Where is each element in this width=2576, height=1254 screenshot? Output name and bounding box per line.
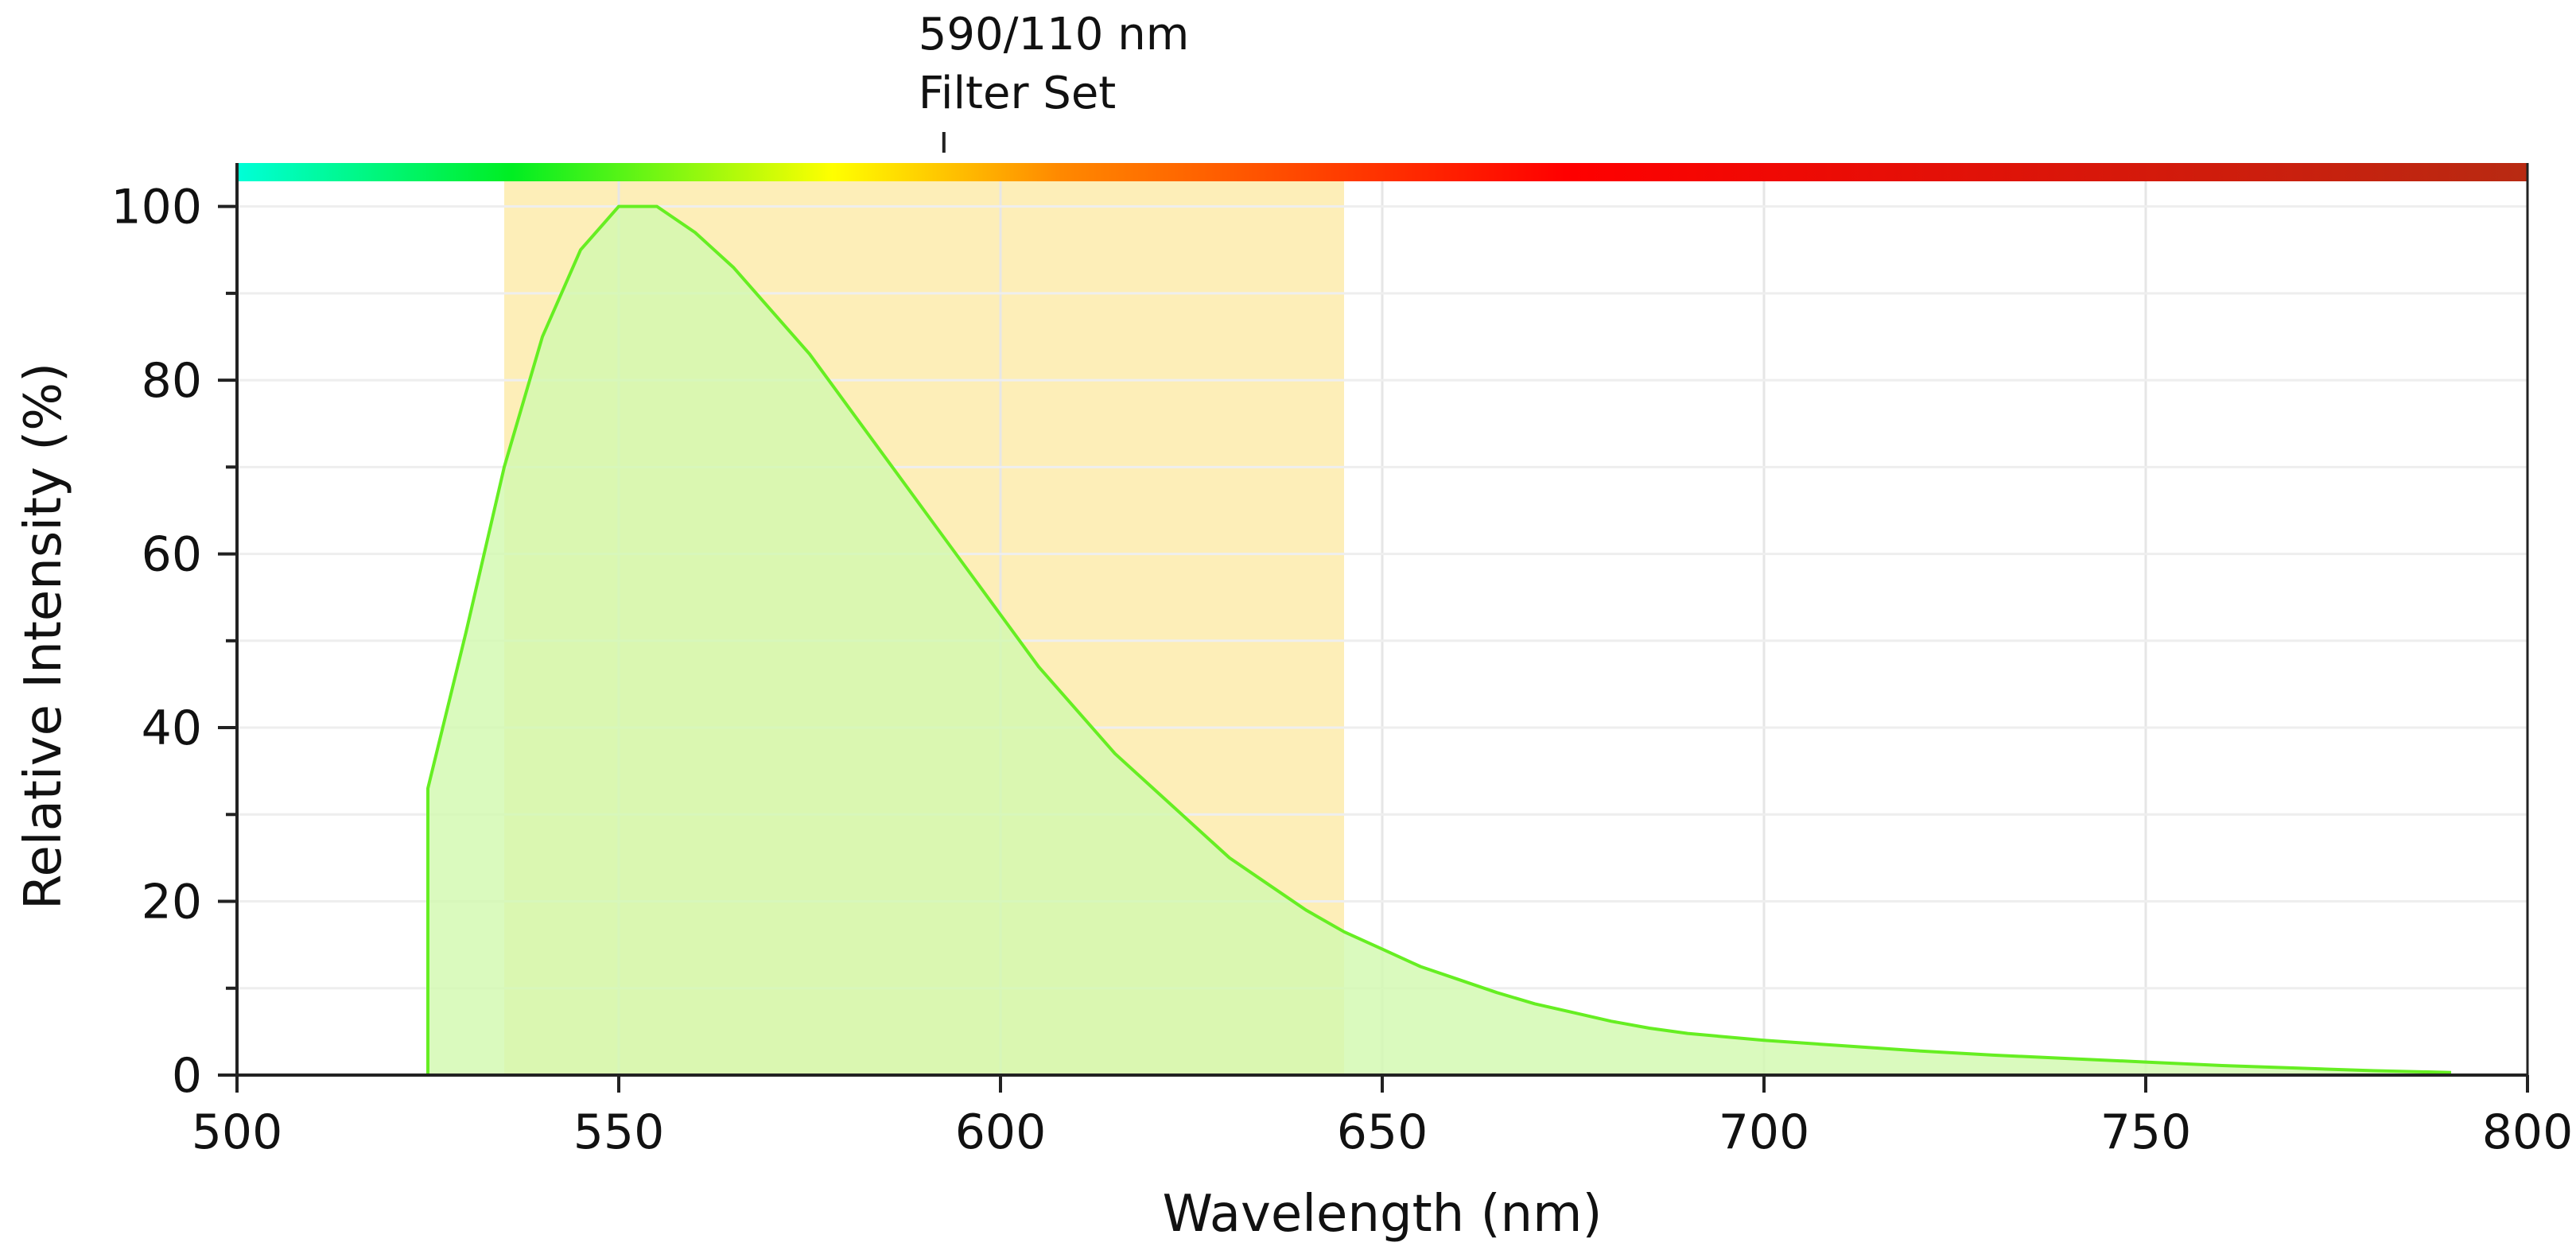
x-tick-label: 750 (2100, 1105, 2192, 1160)
filter-set-annotation-line1: 590/110 nm (919, 9, 1189, 60)
y-tick-label: 100 (111, 180, 202, 235)
spectrum-color-bar (237, 163, 2527, 181)
x-tick-label: 600 (955, 1105, 1047, 1160)
y-tick-label: 0 (172, 1048, 202, 1104)
x-tick-label: 800 (2482, 1105, 2574, 1160)
emission-line (426, 204, 2452, 1075)
y-tick-label: 40 (142, 701, 202, 756)
y-tick-label: 20 (142, 875, 202, 930)
emission-area (428, 206, 2451, 1076)
y-tick-label: 80 (142, 353, 202, 409)
x-tick-label: 650 (1337, 1105, 1428, 1160)
x-tick-label: 550 (573, 1105, 665, 1160)
x-tick-label: 700 (1719, 1105, 1810, 1160)
x-tick-label: 500 (192, 1105, 283, 1160)
filter-set-annotation-line2: Filter Set (919, 68, 1116, 119)
y-axis-title: Relative Intensity (%) (14, 363, 73, 910)
y-tick-label: 60 (142, 527, 202, 583)
x-axis-title: Wavelength (nm) (1163, 1185, 1603, 1244)
